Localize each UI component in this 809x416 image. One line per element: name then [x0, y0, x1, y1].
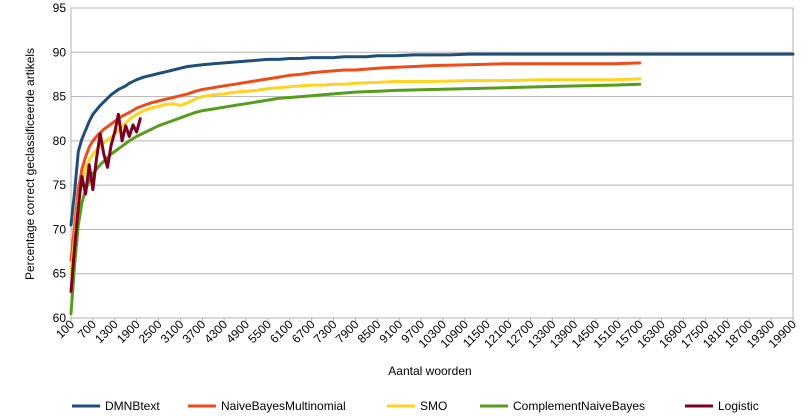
x-tick-label: 8500: [355, 317, 384, 346]
legend-label: DMNBtext: [105, 399, 160, 413]
y-tick-label: 90: [53, 45, 67, 59]
series-line-logistic: [69, 112, 142, 293]
y-tick-label: 75: [53, 178, 67, 192]
x-axis-tick-labels: 1007001300190025003100370043004900550061…: [53, 317, 799, 351]
x-tick-label: 1900: [114, 317, 143, 346]
x-tick-label: 2500: [136, 317, 165, 346]
y-tick-label: 65: [53, 267, 67, 281]
x-tick-label: 6700: [289, 317, 318, 346]
y-tick-label: 60: [53, 311, 67, 325]
legend: DMNBtext NaiveBayesMultinomial SMO Compleme…: [72, 399, 759, 413]
x-tick-label: 3700: [180, 317, 209, 346]
x-tick-label: 3100: [158, 317, 187, 346]
plot-area-border: [70, 7, 794, 319]
x-tick-label: 7300: [311, 317, 340, 346]
y-axis-title: Percentage correct geclassificeerde arti…: [23, 48, 37, 280]
x-tick-label: 7900: [333, 317, 362, 346]
x-tick-label: 9100: [377, 317, 406, 346]
y-tick-label: 70: [53, 222, 67, 236]
y-axis-tick-labels: 60 65 70 75 80 85 90 95: [53, 1, 67, 325]
x-tick-label: 4300: [201, 317, 230, 346]
x-tick-label: 5500: [245, 317, 274, 346]
y-tick-label: 85: [53, 90, 67, 104]
series-line-smo: [69, 77, 642, 276]
series-line-complementnaivebayes: [69, 82, 642, 316]
x-tick-label: 4900: [223, 317, 252, 346]
legend-label: SMO: [420, 399, 447, 413]
series-line-naivebayesmultinomial: [69, 61, 642, 262]
series-lines: [69, 52, 795, 316]
y-tick-label: 80: [53, 134, 67, 148]
gridlines: [71, 7, 793, 319]
y-tick-label: 95: [53, 1, 67, 15]
x-tick-label: 6100: [267, 317, 296, 346]
legend-label: ComplementNaiveBayes: [513, 399, 645, 413]
legend-label: NaiveBayesMultinomial: [221, 399, 346, 413]
x-tick-label: 1300: [92, 317, 121, 346]
plot-frame: [70, 7, 794, 319]
series-line-dmnbtext: [69, 52, 795, 227]
x-axis-title: Aantal woorden: [388, 364, 471, 378]
legend-label: Logistic: [718, 399, 759, 413]
